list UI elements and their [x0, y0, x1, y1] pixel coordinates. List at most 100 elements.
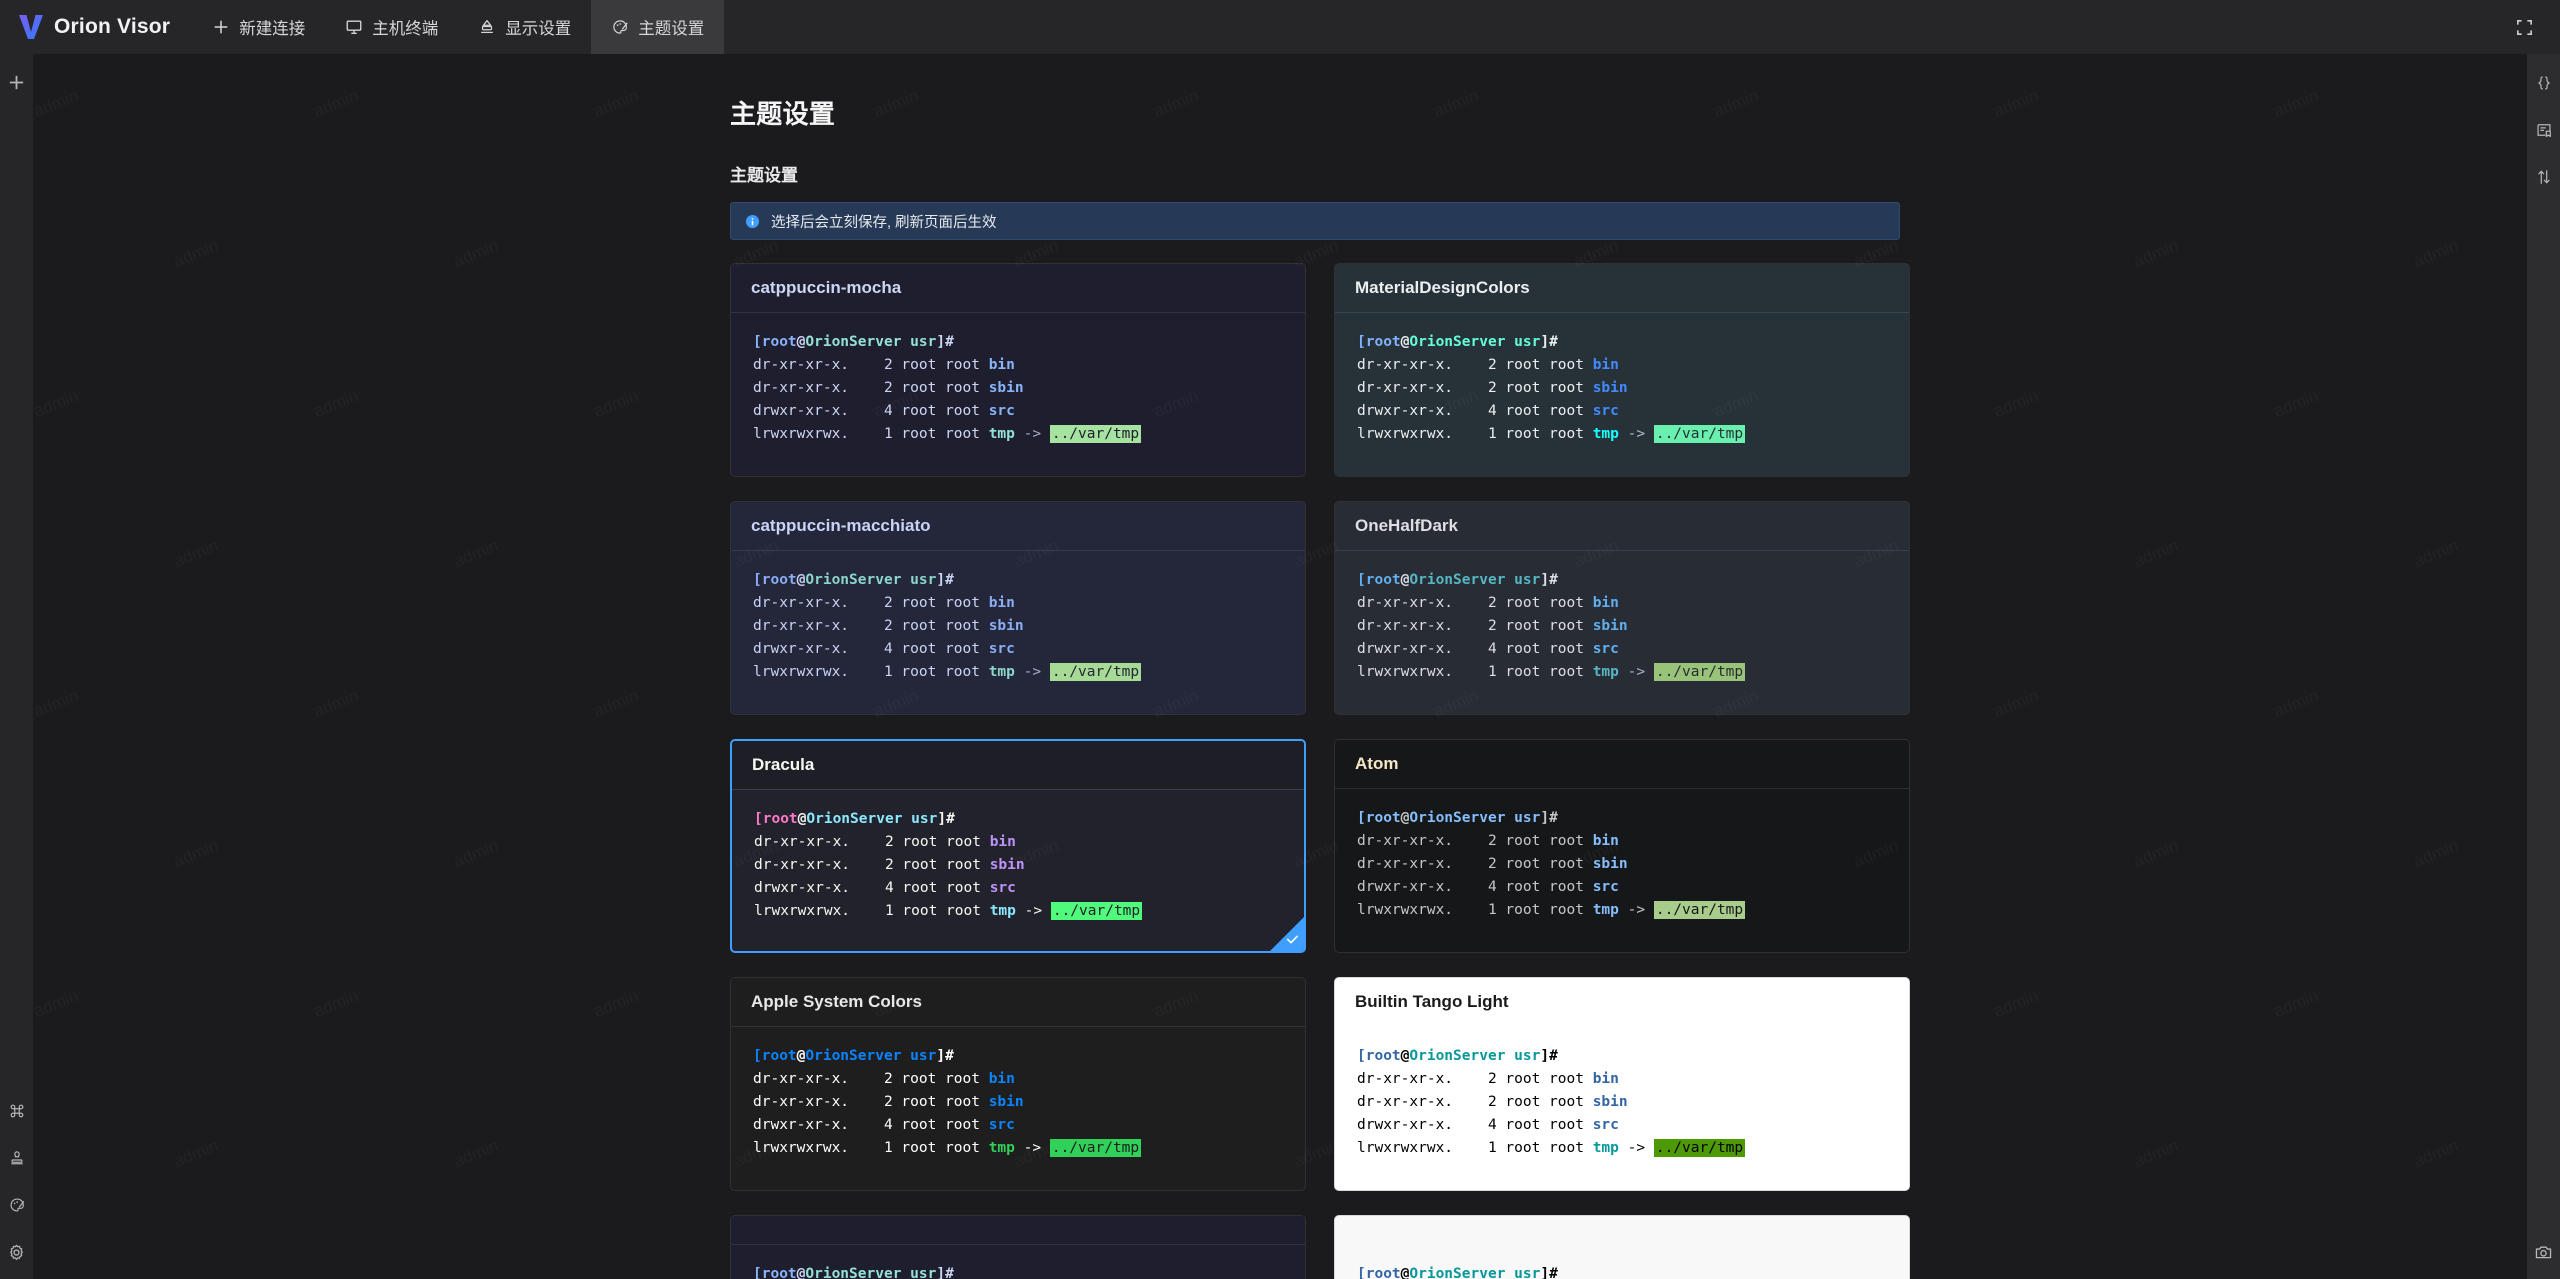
settings-button[interactable]: [2, 1237, 32, 1267]
screenshot-button[interactable]: [2529, 1237, 2559, 1267]
theme-card-title: Dracula: [732, 741, 1304, 789]
tab-label: 显示设置: [505, 20, 572, 38]
terminal-row: dr-xr-xr-x. 2 root root bin: [753, 357, 1015, 373]
theme-card-divider: [731, 1026, 1305, 1027]
theme-card-title: Builtin Tango Light: [1335, 978, 1909, 1026]
terminal-row: lrwxrwxrwx. 1 root root tmp -> ../var/tm…: [753, 425, 1142, 443]
theme-card[interactable]: MaterialDesignColors [root@OrionServer us…: [1334, 263, 1910, 477]
top-bar: Orion Visor 新建连接 主机终端: [0, 0, 2560, 54]
display-settings-icon: [481, 19, 494, 34]
terminal-row: lrwxrwxrwx. 1 root root tmp -> ../var/tm…: [1357, 901, 1746, 919]
theme-card[interactable]: Atom [root@OrionServer usr]# dr-xr-xr-x. 2…: [1334, 739, 1910, 953]
theme-card-title: [1335, 1216, 1909, 1244]
transfer-button[interactable]: [2529, 162, 2559, 192]
terminal-row: lrwxrwxrwx. 1 root root tmp -> ../var/tm…: [754, 902, 1143, 920]
terminal-row: dr-xr-xr-x. 2 root root bin: [754, 834, 1016, 850]
theme-card[interactable]: catppuccin-macchiato [root@OrionServer us…: [730, 501, 1306, 715]
stamp-icon: [10, 1151, 23, 1165]
terminal-row: drwxr-xr-x. 4 root root src: [753, 1117, 1015, 1133]
theme-card[interactable]: Builtin Tango Light [root@OrionServer usr…: [1334, 977, 1910, 1191]
brand-name: Orion Visor: [54, 15, 171, 38]
theme-card-divider: [731, 1244, 1305, 1245]
command-button[interactable]: [2, 1096, 32, 1126]
terminal-prompt-line: [root@OrionServer usr]#: [1357, 810, 1558, 826]
camera-icon: [2535, 1246, 2552, 1258]
terminal-row: lrwxrwxrwx. 1 root root tmp -> ../var/tm…: [1357, 425, 1746, 443]
tab-label: 主题设置: [638, 20, 705, 38]
terminal-row: drwxr-xr-x. 4 root root src: [753, 403, 1015, 419]
info-banner-text: 选择后会立刻保存, 刷新页面后生效: [771, 214, 997, 231]
terminal-preview: [root@OrionServer usr]#dr-xr-xr-x. 2 roo…: [1335, 1027, 1909, 1160]
theme-card-divider: [731, 312, 1305, 313]
terminal-row: drwxr-xr-x. 4 root root src: [1357, 1117, 1619, 1133]
theme-card-divider: [1335, 550, 1909, 551]
fullscreen-button[interactable]: [2504, 7, 2544, 47]
add-connection-button[interactable]: [2, 67, 32, 97]
terminal-row: drwxr-xr-x. 4 root root src: [1357, 403, 1619, 419]
tab-label: 新建连接: [239, 20, 306, 38]
stamp-button[interactable]: [2, 1143, 32, 1173]
theme-card-title: Apple System Colors: [731, 978, 1305, 1026]
terminal-row: dr-xr-xr-x. 2 root root sbin: [753, 618, 1024, 634]
theme-card-grid: catppuccin-mocha [root@OrionServer usr]# d…: [730, 263, 1910, 1279]
palette-check-icon: [613, 20, 628, 34]
theme-card-divider: [731, 550, 1305, 551]
check-icon: [1285, 932, 1300, 947]
plus-icon: [9, 75, 24, 89]
top-tabs: 新建连接 主机终端 显示设置: [192, 0, 725, 54]
terminal-prompt-line: [root@OrionServer usr]#: [753, 572, 954, 588]
terminal-preview: [root@OrionServer usr]#dr-xr-xr-x. 2 roo…: [1335, 551, 1909, 684]
theme-card-title: Atom: [1335, 740, 1909, 788]
snippet-button[interactable]: [2529, 115, 2559, 145]
plus-icon: [214, 20, 228, 34]
gear-icon: [10, 1244, 23, 1260]
terminal-preview: [root@OrionServer usr]#dr-xr-xr-x. 2 roo…: [1335, 789, 1909, 922]
theme-card[interactable]: [root@OrionServer usr]#dr-xr-xr-x. 2 roo…: [730, 1215, 1306, 1279]
command-icon: [10, 1104, 23, 1118]
terminal-row: drwxr-xr-x. 4 root root src: [1357, 879, 1619, 895]
terminal-row: lrwxrwxrwx. 1 root root tmp -> ../var/tm…: [753, 663, 1142, 681]
braces-icon: [2537, 76, 2550, 90]
terminal-prompt-line: [root@OrionServer usr]#: [753, 1048, 954, 1064]
theme-card[interactable]: Apple System Colors [root@OrionServer usr…: [730, 977, 1306, 1191]
theme-card-title: MaterialDesignColors: [1335, 264, 1909, 312]
content-scrollbar[interactable]: [2520, 54, 2527, 1279]
page-title: 主题设置: [730, 99, 836, 129]
right-rail: [2527, 54, 2560, 1279]
tab-host-terminal[interactable]: 主机终端: [325, 0, 458, 54]
terminal-row: dr-xr-xr-x. 2 root root sbin: [1357, 1094, 1628, 1110]
tab-theme-settings[interactable]: 主题设置: [591, 0, 725, 54]
snippet-bookmark-icon: [2536, 124, 2551, 138]
monitor-icon: [346, 20, 362, 34]
terminal-row: dr-xr-xr-x. 2 root root bin: [753, 1071, 1015, 1087]
theme-card[interactable]: [root@OrionServer usr]#dr-xr-xr-x. 2 roo…: [1334, 1215, 1910, 1279]
selected-corner: [1270, 917, 1304, 951]
terminal-prompt-line: [root@OrionServer usr]#: [754, 811, 955, 827]
theme-card-divider: [1335, 788, 1909, 789]
terminal-row: dr-xr-xr-x. 2 root root bin: [1357, 1071, 1619, 1087]
terminal-preview: [root@OrionServer usr]#dr-xr-xr-x. 2 roo…: [1335, 1245, 1909, 1279]
orion-v-logo-icon: [19, 15, 43, 39]
json-button[interactable]: [2529, 68, 2559, 98]
terminal-prompt-line: [root@OrionServer usr]#: [1357, 334, 1558, 350]
theme-card-divider: [1335, 1244, 1909, 1245]
terminal-row: dr-xr-xr-x. 2 root root bin: [1357, 357, 1619, 373]
terminal-row: lrwxrwxrwx. 1 root root tmp -> ../var/tm…: [753, 1139, 1142, 1157]
info-icon: [745, 214, 760, 228]
theme-card[interactable]: Dracula [root@OrionServer usr]# dr-xr-xr-x…: [730, 739, 1306, 953]
fullscreen-icon: [2516, 19, 2532, 35]
left-rail-top: [2, 67, 32, 97]
tab-new-connection[interactable]: 新建连接: [192, 0, 325, 54]
theme-button[interactable]: [2, 1190, 32, 1220]
terminal-prompt-line: [root@OrionServer usr]#: [753, 334, 954, 350]
terminal-preview: [root@OrionServer usr]# dr-xr-xr-x. 2 roo…: [731, 313, 1305, 446]
terminal-row: dr-xr-xr-x. 2 root root sbin: [753, 1094, 1024, 1110]
theme-card[interactable]: OneHalfDark [root@OrionServer usr]# dr-xr-…: [1334, 501, 1910, 715]
theme-card-divider: [1335, 312, 1909, 313]
theme-card-divider: [732, 789, 1304, 790]
terminal-row: dr-xr-xr-x. 2 root root bin: [1357, 595, 1619, 611]
tab-display-settings[interactable]: 显示设置: [458, 0, 591, 54]
main-content: 主题设置 主题设置 选择后会立刻保存, 刷新页面后生效 catppuccin-m…: [33, 54, 2527, 1279]
theme-card[interactable]: catppuccin-mocha [root@OrionServer usr]# d…: [730, 263, 1306, 477]
terminal-row: dr-xr-xr-x. 2 root root sbin: [753, 380, 1024, 396]
